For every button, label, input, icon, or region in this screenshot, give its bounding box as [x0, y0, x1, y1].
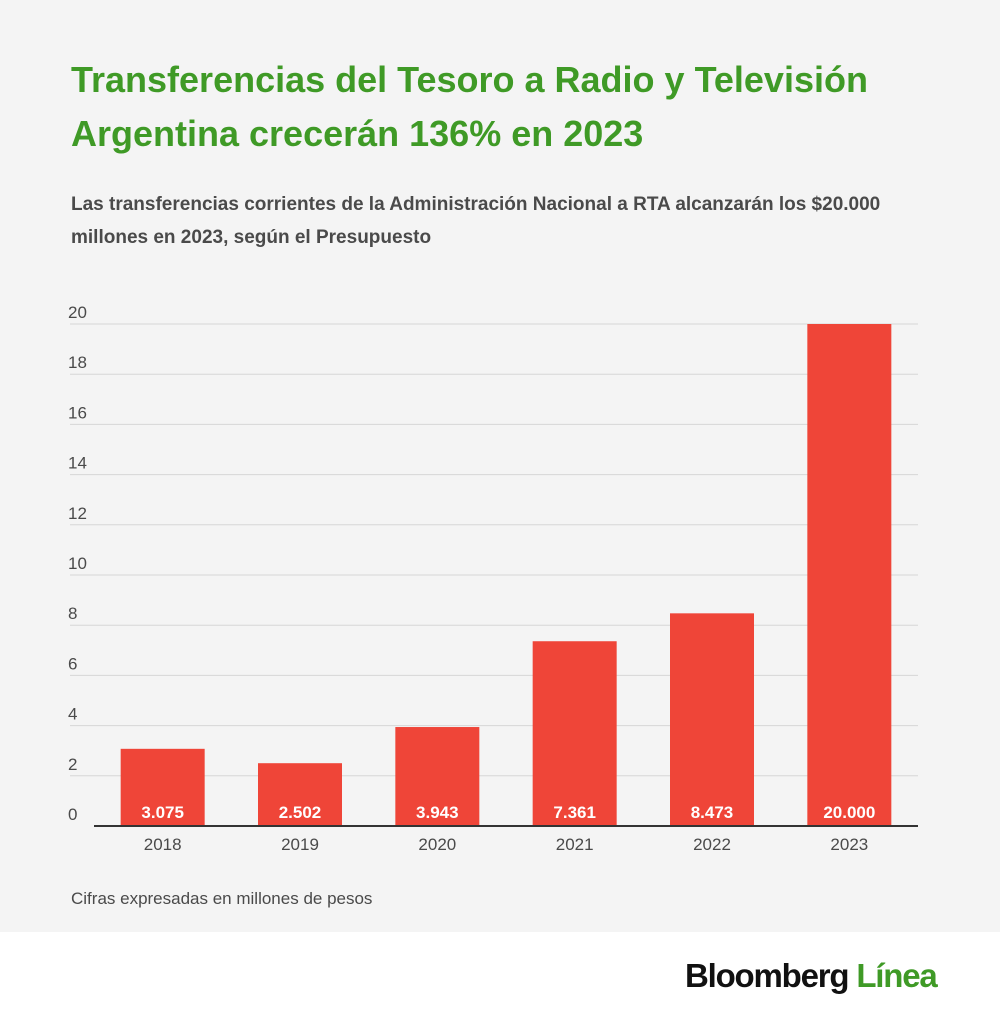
logo-main-text: Bloomberg: [685, 957, 850, 994]
data-label: 2.502: [279, 803, 322, 822]
bar: [395, 727, 480, 826]
x-tick-label: 2022: [693, 835, 731, 854]
x-tick-label: 2018: [144, 835, 182, 854]
y-tick-label: 12: [68, 504, 87, 523]
bar: [670, 613, 754, 826]
y-tick-label: 0: [68, 805, 77, 824]
y-tick-label: 6: [68, 654, 77, 673]
y-tick-label: 14: [68, 454, 87, 473]
logo-accent-text: Línea: [856, 957, 937, 994]
bar: [807, 324, 892, 826]
x-tick-label: 2020: [418, 835, 456, 854]
data-label: 3.943: [416, 803, 459, 822]
y-tick-label: 18: [68, 353, 87, 372]
bar: [120, 748, 205, 826]
chart-panel: Transferencias del Tesoro a Radio y Tele…: [0, 0, 1000, 932]
y-tick-label: 8: [68, 604, 77, 623]
bloomberg-linea-logo: Bloomberg Línea: [685, 954, 938, 998]
footnote: Cifras expresadas en millones de pesos: [71, 889, 373, 908]
x-tick-label: 2023: [830, 835, 868, 854]
data-label: 20.000: [823, 803, 875, 822]
x-tick-label: 2021: [556, 835, 594, 854]
y-tick-label: 4: [68, 705, 77, 724]
data-label: 8.473: [691, 803, 734, 822]
chart-title: Transferencias del Tesoro a Radio y Tele…: [71, 59, 868, 154]
y-tick-label: 16: [68, 403, 87, 422]
y-tick-label: 2: [68, 755, 77, 774]
bar: [532, 641, 617, 826]
y-tick-label: 20: [68, 303, 87, 322]
bar-chart: 0 2 4 6 8 10 12 14 16 18 20 3.075 2018 2.502 2019 3.943…: [68, 303, 918, 854]
data-label: 7.361: [553, 803, 596, 822]
x-tick-label: 2019: [281, 835, 319, 854]
y-tick-label: 10: [68, 554, 87, 573]
chart-subtitle: Las transferencias corrientes de la Admi…: [71, 194, 881, 248]
data-label: 3.075: [141, 803, 184, 822]
bar: [258, 763, 342, 826]
